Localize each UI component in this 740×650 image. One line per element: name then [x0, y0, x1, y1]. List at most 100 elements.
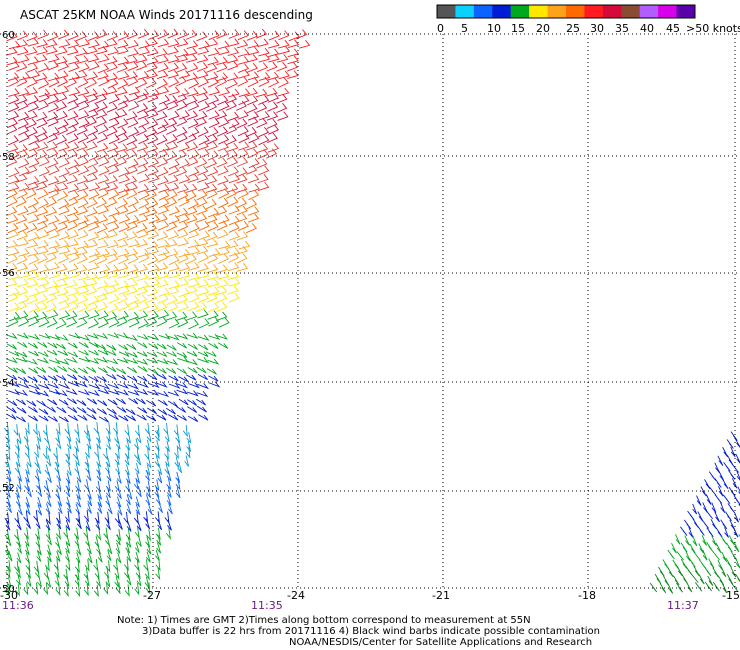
wind-barb — [720, 519, 728, 530]
wind-barb — [48, 229, 60, 240]
wind-barb — [65, 519, 71, 531]
wind-barb — [16, 94, 28, 105]
wind-barb — [16, 230, 29, 241]
wind-barb — [217, 342, 229, 349]
wind-barb — [6, 470, 12, 482]
wind-barb — [76, 294, 88, 305]
wind-barb — [137, 157, 149, 168]
wind-barb — [157, 390, 170, 398]
wind-barb — [675, 534, 681, 545]
wind-barb — [87, 502, 92, 514]
wind-barb — [136, 358, 149, 366]
wind-barb — [207, 302, 220, 313]
wind-barb — [45, 503, 51, 515]
wind-barb — [187, 62, 199, 73]
wind-barb — [97, 488, 102, 500]
wind-barb — [238, 240, 251, 250]
wind-barb — [114, 512, 120, 525]
wind-barb — [185, 311, 198, 321]
wind-barb — [166, 344, 177, 351]
wind-barb — [17, 504, 23, 516]
wind-barb — [38, 166, 50, 177]
wind-barb — [726, 455, 734, 466]
wind-barb — [25, 496, 31, 508]
wind-barb — [116, 472, 122, 484]
wind-barb — [166, 150, 177, 161]
wind-barb — [112, 422, 118, 435]
wind-barb — [157, 38, 170, 48]
wind-barb — [166, 351, 177, 357]
wind-barb — [66, 77, 77, 88]
wind-barb — [208, 86, 221, 96]
wind-barb — [196, 87, 208, 97]
wind-barb — [147, 148, 159, 160]
wind-barb — [15, 495, 21, 507]
wind-barb — [167, 301, 179, 312]
wind-barb — [24, 479, 30, 492]
wind-barb — [7, 292, 19, 303]
wind-barb — [157, 78, 168, 90]
wind-barb — [88, 375, 99, 382]
wind-barb — [187, 415, 199, 423]
wind-barb — [67, 414, 79, 422]
wind-barb — [85, 116, 97, 127]
wind-barb — [168, 375, 179, 382]
wind-barb — [78, 100, 90, 111]
wind-barb — [146, 351, 158, 358]
wind-barb — [206, 351, 217, 357]
wind-barb — [27, 310, 39, 321]
wind-barb — [145, 551, 151, 563]
wind-barb — [235, 100, 247, 111]
wind-barb — [28, 333, 41, 340]
wind-barb — [136, 164, 148, 175]
wind-barb — [27, 38, 40, 47]
wind-barb — [18, 270, 31, 279]
wind-barb — [45, 252, 57, 263]
wind-barb — [296, 29, 308, 40]
wind-barb — [188, 166, 200, 177]
wind-barb — [27, 342, 38, 349]
wind-barb — [96, 470, 102, 482]
wind-barb — [168, 86, 181, 96]
colorbar-swatch — [621, 5, 641, 18]
wind-barb — [208, 117, 220, 129]
wind-barb — [166, 197, 178, 208]
wind-barb — [136, 414, 147, 421]
wind-barb — [184, 455, 190, 467]
wind-barb — [57, 358, 70, 366]
wind-barb — [55, 390, 68, 397]
wind-barb — [47, 132, 59, 144]
wind-barb — [27, 406, 38, 413]
wind-barb — [685, 550, 691, 562]
wind-barb — [176, 53, 189, 63]
wind-barb — [67, 196, 79, 208]
wind-barb — [56, 56, 68, 65]
wind-barb — [25, 188, 37, 199]
wind-barb — [68, 87, 81, 96]
wind-barb — [125, 414, 136, 422]
wind-barb — [17, 278, 29, 288]
wind-barb — [206, 38, 219, 48]
wind-barb — [68, 100, 79, 112]
wind-barb — [97, 502, 103, 514]
wind-barb — [197, 286, 210, 296]
wind-barb — [227, 262, 240, 272]
wind-barb — [186, 142, 199, 152]
wind-barb — [106, 270, 119, 279]
wind-barb — [27, 415, 38, 422]
wind-barb — [228, 277, 241, 287]
wind-barb — [196, 390, 209, 398]
wind-barb — [146, 56, 159, 65]
wind-barb — [177, 190, 189, 201]
wind-barb — [97, 388, 110, 395]
wind-barb — [64, 510, 70, 524]
wind-barb — [137, 214, 149, 224]
wind-barb — [58, 253, 69, 264]
wind-barb — [87, 166, 99, 176]
wind-barb — [28, 389, 41, 396]
wind-barb — [217, 165, 229, 176]
wind-barb — [714, 494, 723, 504]
wind-barb — [6, 413, 17, 420]
wind-barb — [26, 46, 38, 56]
wind-barb — [187, 399, 197, 406]
